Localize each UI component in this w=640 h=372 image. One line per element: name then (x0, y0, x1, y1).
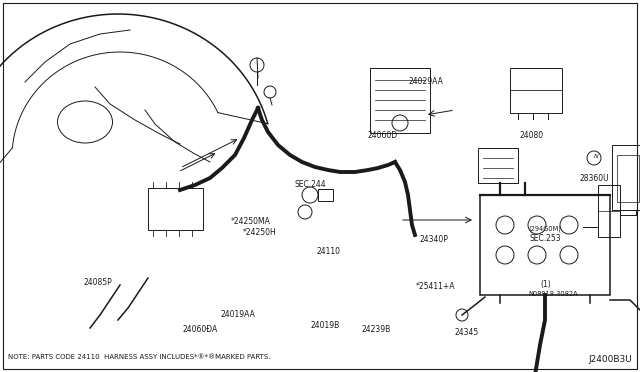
Bar (617, 155, 639, 202)
Text: 24239B: 24239B (362, 325, 391, 334)
Text: 24029AA: 24029AA (408, 77, 443, 86)
Bar (148, 188, 203, 230)
Text: *24250MA: *24250MA (230, 217, 270, 226)
Text: *24250H: *24250H (243, 228, 277, 237)
Text: (1): (1) (541, 280, 552, 289)
Text: N08918-3082A: N08918-3082A (528, 291, 578, 297)
Bar (612, 145, 640, 210)
Text: 24080: 24080 (520, 131, 544, 140)
Bar (318, 189, 333, 201)
Text: SEC.253: SEC.253 (530, 234, 561, 243)
Text: (294G0M): (294G0M) (528, 225, 561, 232)
Text: 24110: 24110 (317, 247, 341, 256)
Text: 28360U: 28360U (579, 174, 609, 183)
Text: *25411+A: *25411+A (416, 282, 456, 291)
Text: 24345: 24345 (454, 328, 479, 337)
Bar (370, 68, 430, 133)
Text: J2400B3U: J2400B3U (588, 355, 632, 364)
Text: 24019AA: 24019AA (221, 310, 255, 319)
Bar (510, 68, 562, 113)
Bar (480, 195, 610, 295)
Text: N: N (594, 154, 598, 160)
Text: 24340P: 24340P (419, 235, 448, 244)
Text: 24060ÐA: 24060ÐA (182, 325, 218, 334)
Text: 24019B: 24019B (310, 321, 340, 330)
Text: SEC.244: SEC.244 (294, 180, 326, 189)
Text: 24060D: 24060D (368, 131, 398, 140)
Bar (478, 148, 518, 183)
Text: 24085P: 24085P (83, 278, 112, 287)
Bar (598, 185, 620, 237)
Text: NOTE: PARTS CODE 24110  HARNESS ASSY INCLUDES*®*®MARKED PARTS.: NOTE: PARTS CODE 24110 HARNESS ASSY INCL… (8, 354, 271, 360)
